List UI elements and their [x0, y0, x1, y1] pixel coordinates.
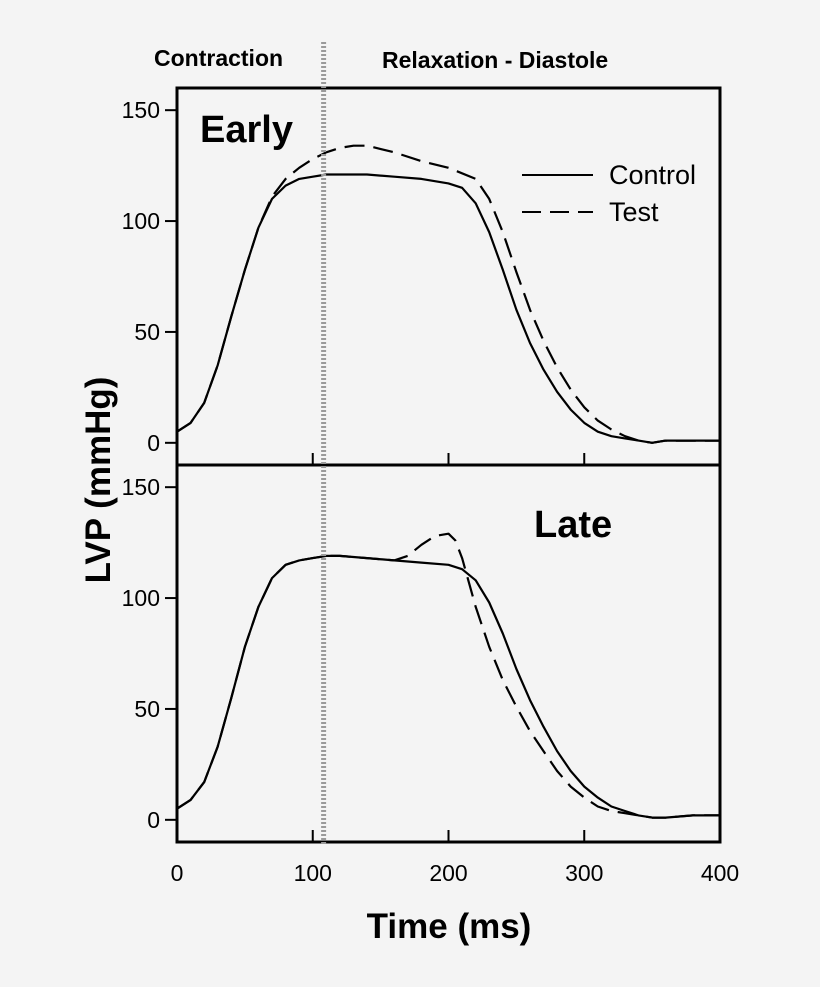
early-test-line — [176, 144, 720, 444]
late-panel-title: Late — [534, 504, 612, 546]
x-axis-label: Time (ms) — [367, 907, 532, 946]
late-x-tick-label: 300 — [565, 860, 603, 886]
relaxation-label: Relaxation - Diastole — [382, 47, 608, 73]
late-x-tick-label: 400 — [701, 860, 739, 886]
early-y-tick-label: 50 — [134, 319, 160, 345]
late-x-tick-label: 200 — [429, 860, 467, 886]
y-axis-label: LVP (mmHg) — [79, 377, 118, 584]
late-panel: 0 50 100 150 0 100 200 300 400 Late — [122, 463, 739, 886]
early-y-tick-label: 150 — [122, 97, 160, 123]
legend-test-label: Test — [609, 197, 659, 227]
contraction-label: Contraction — [154, 45, 283, 71]
late-x-tick-label: 0 — [171, 860, 184, 886]
legend: Control Test — [522, 160, 696, 227]
early-y-tick-label: 0 — [147, 430, 160, 456]
late-test-line — [176, 532, 720, 819]
early-y-tick-label: 100 — [122, 208, 160, 234]
legend-control-label: Control — [609, 160, 696, 190]
late-x-tick-label: 100 — [294, 860, 332, 886]
late-y-tick-label: 0 — [147, 807, 160, 833]
late-y-tick-label: 50 — [134, 696, 160, 722]
early-panel: 0 50 100 150 Early Control Test — [122, 86, 722, 467]
late-y-tick-label: 100 — [122, 585, 160, 611]
late-y-tick-label: 150 — [122, 474, 160, 500]
early-panel-title: Early — [200, 109, 293, 151]
